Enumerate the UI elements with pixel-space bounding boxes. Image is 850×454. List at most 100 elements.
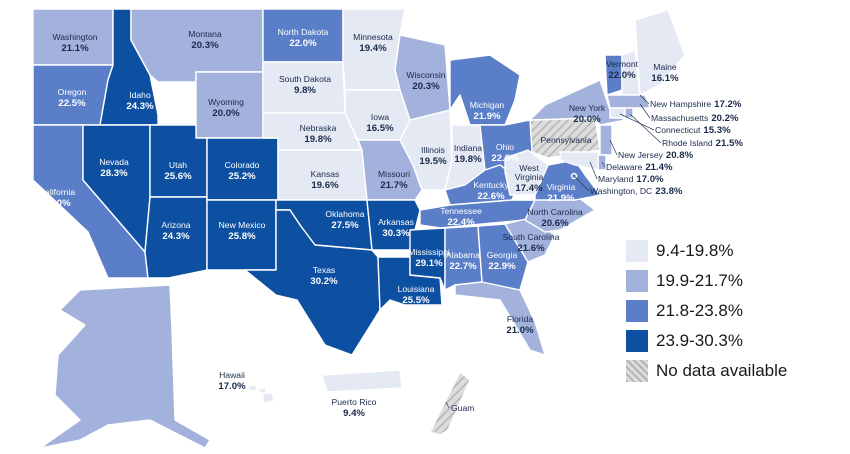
label-name: Missouri — [378, 169, 410, 179]
label-name: Massachusetts — [651, 113, 708, 123]
label-connecticut: Connecticut 15.3% — [655, 125, 731, 136]
label-name: New Jersey — [618, 150, 664, 160]
label-louisiana: Louisiana 25.5% — [398, 284, 435, 306]
label-mississippi: Mississippi 29.1% — [408, 247, 450, 269]
label-kansas: Kansas 19.6% — [311, 169, 340, 191]
label-value: 21.7% — [380, 180, 408, 191]
label-florida: Florida 21.0% — [506, 314, 534, 336]
label-name: West — [519, 163, 539, 173]
region-alaska — [39, 284, 211, 449]
label-name: Kansas — [311, 169, 340, 179]
label-nevada: Nevada 28.3% — [99, 157, 129, 179]
label-north-dakota: North Dakota 22.0% — [278, 27, 329, 49]
region-hawaii — [234, 381, 275, 404]
region-virginia — [534, 159, 601, 201]
label-value: 22.6% — [477, 191, 505, 202]
label-name: Colorado — [225, 160, 260, 170]
region-illinois — [399, 109, 453, 191]
label-new-mexico: New Mexico 25.8% — [219, 220, 266, 242]
label-value: 22.5% — [58, 98, 86, 109]
label-name: Vermont — [606, 59, 639, 69]
label-value: 17.4% — [515, 183, 543, 194]
label-value: 21.6% — [517, 243, 545, 254]
region-maryland — [559, 151, 599, 171]
region-new-york — [529, 79, 626, 126]
legend-label: 19.9-21.7% — [656, 271, 743, 290]
label-value: 22.0% — [608, 70, 636, 81]
label-name: Pennsylvania — [540, 135, 591, 145]
label-name: Puerto Rico — [332, 397, 377, 407]
label-vermont: Vermont 22.0% — [606, 59, 639, 81]
label-name: Virginia — [515, 172, 544, 182]
label-new-hampshire: New Hampshire 17.2% — [650, 99, 742, 110]
label-name: Oklahoma — [325, 209, 364, 219]
label-name: Oregon — [58, 87, 87, 97]
label-name: Montana — [188, 29, 222, 39]
label-value: 22.4% — [447, 217, 475, 228]
label-value: 23.0% — [43, 198, 71, 209]
label-iowa: Iowa 16.5% — [366, 112, 394, 134]
legend-swatch — [626, 360, 648, 382]
leader-line — [629, 113, 662, 144]
label-value: 16.5% — [366, 123, 394, 134]
label-value: 15.3% — [703, 125, 731, 136]
label-name: Virginia — [547, 182, 576, 192]
label-value: 22.8% — [491, 153, 519, 164]
label-name: Washington — [52, 32, 97, 42]
leader-line — [574, 176, 590, 192]
label-maine: Maine 16.1% — [651, 62, 679, 84]
label-michigan: Michigan 21.9% — [470, 100, 505, 122]
label-name: Arkansas — [378, 217, 414, 227]
legend-swatch — [626, 330, 648, 352]
label-value: 17.0% — [218, 381, 246, 392]
legend-label: 9.4-19.8% — [656, 241, 734, 260]
label-maryland: Maryland 17.0% — [598, 174, 664, 185]
label-value: 21.0% — [506, 325, 534, 336]
region-new-jersey — [599, 124, 613, 156]
leader-line — [639, 103, 651, 119]
legend-swatch — [626, 270, 648, 292]
label-value: 22.9% — [488, 261, 516, 272]
label-value: 22.7% — [449, 261, 477, 272]
label-new-york: New York 20.0% — [569, 103, 606, 125]
label-name: Alabama — [446, 250, 480, 260]
label-hawaii: Hawaii 17.0% — [218, 370, 246, 392]
legend-item: 19.9-21.7% — [626, 266, 846, 296]
label-alabama: Alabama 22.7% — [446, 250, 480, 272]
label-washington: Washington 21.1% — [52, 32, 97, 54]
label-name: Illinois — [421, 145, 445, 155]
label-name: Connecticut — [655, 125, 701, 135]
legend-item: 21.8-23.8% — [626, 296, 846, 326]
label-value: 25.2% — [228, 171, 256, 182]
label-massachusetts: Massachusetts 20.2% — [651, 113, 739, 124]
label-value: 25.8% — [228, 231, 256, 242]
label-north-carolina: North Carolina 20.6% — [527, 207, 583, 229]
leader-line — [619, 113, 655, 131]
label-name: Nebraska — [300, 123, 337, 133]
region-mississippi — [409, 227, 446, 291]
label-south-carolina: South Carolina 21.6% — [503, 232, 560, 254]
legend-label: 21.8-23.8% — [656, 301, 743, 320]
label-puerto-rico: Puerto Rico 9.4% — [332, 397, 377, 419]
label-name: Wyoming — [208, 97, 244, 107]
label-nebraska: Nebraska 19.8% — [300, 123, 337, 145]
label-name: New Hampshire — [650, 99, 711, 109]
label-name: Maine — [653, 62, 677, 72]
region-rhode-island — [624, 107, 634, 119]
region-massachusetts — [606, 94, 651, 109]
label-pennsylvania: Pennsylvania — [540, 135, 591, 145]
legend-label: 23.9-30.3% — [656, 331, 743, 350]
label-delaware: Delaware 21.4% — [606, 162, 673, 173]
label-name: Guam — [451, 403, 474, 413]
label-virginia: Virginia 21.9% — [547, 182, 576, 204]
label-arizona: Arizona 24.3% — [161, 220, 190, 242]
label-south-dakota: South Dakota 9.8% — [279, 74, 331, 96]
label-value: 21.1% — [61, 43, 89, 54]
label-rhode-island: Rhode Island 21.5% — [662, 138, 743, 149]
label-name: Tennessee — [440, 206, 482, 216]
label-value: 9.8% — [294, 85, 316, 96]
label-value: 30.2% — [310, 276, 338, 287]
label-value: 19.5% — [419, 156, 447, 167]
legend-item: 23.9-30.3% — [626, 326, 846, 356]
label-indiana: Indiana 19.8% — [454, 143, 482, 165]
